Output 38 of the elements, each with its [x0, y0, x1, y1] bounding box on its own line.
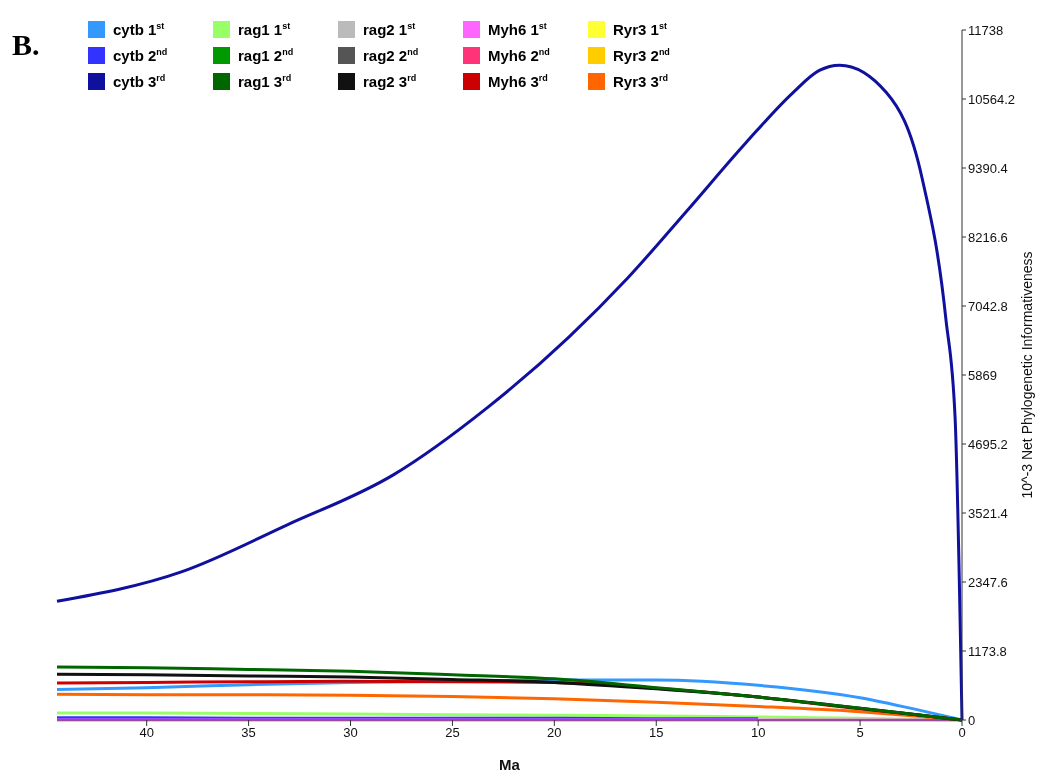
legend-label: rag1 2$^{nd}$: [238, 46, 294, 64]
legend-label: Myh6 2$^{nd}$: [488, 46, 550, 64]
y-tick-label: 11738: [968, 22, 1004, 38]
legend-label: rag1 3$^{rd}$: [238, 72, 292, 90]
chart-title: B.: [12, 28, 40, 61]
x-tick-label: 40: [139, 725, 154, 741]
x-tick-label: 35: [241, 725, 256, 741]
legend-label: Myh6 1$^{st}$: [488, 20, 547, 38]
legend-label: cytb 1$^{st}$: [113, 20, 165, 38]
legend-label: cytb 3$^{rd}$: [113, 72, 166, 90]
x-tick-label: 0: [958, 725, 966, 741]
legend-label: Ryr3 2$^{nd}$: [613, 46, 670, 64]
legend-label: rag1 1$^{st}$: [238, 20, 291, 38]
legend-label: rag2 2$^{nd}$: [363, 46, 419, 64]
legend-label: cytb 2$^{nd}$: [113, 46, 168, 64]
y-tick-label: 1173.8: [968, 643, 1007, 659]
legend-label: Ryr3 1$^{st}$: [613, 20, 667, 38]
y-tick-label: 9390.4: [968, 160, 1008, 176]
y-tick-label: 10564.2: [968, 91, 1015, 107]
y-tick-label: 7042.8: [968, 298, 1008, 314]
x-tick-label: 10: [750, 725, 766, 741]
legend-label: Myh6 3$^{rd}$: [488, 72, 548, 90]
y-axis-title: 10^-3 Net Phylogenetic Informativeness: [1019, 251, 1035, 499]
y-tick-label: 3521.4: [968, 505, 1008, 521]
y-tick-label: 2347.6: [968, 574, 1008, 590]
x-tick-label: 15: [649, 725, 664, 741]
x-tick-label: 5: [856, 725, 864, 741]
y-tick-label: 5869: [968, 367, 997, 383]
legend-label: rag2 1$^{st}$: [363, 20, 416, 38]
y-tick-label: 4695.2: [968, 436, 1008, 452]
x-tick-label: 20: [547, 725, 562, 741]
y-tick-label: 8216.6: [968, 229, 1008, 245]
legend-label: rag2 3$^{rd}$: [363, 72, 417, 90]
x-tick-label: 25: [445, 725, 460, 741]
y-tick-label: 0: [968, 712, 976, 728]
x-axis-title: Ma: [499, 756, 521, 773]
legend-label: Ryr3 3$^{rd}$: [613, 72, 668, 90]
x-tick-label: 30: [343, 725, 358, 741]
